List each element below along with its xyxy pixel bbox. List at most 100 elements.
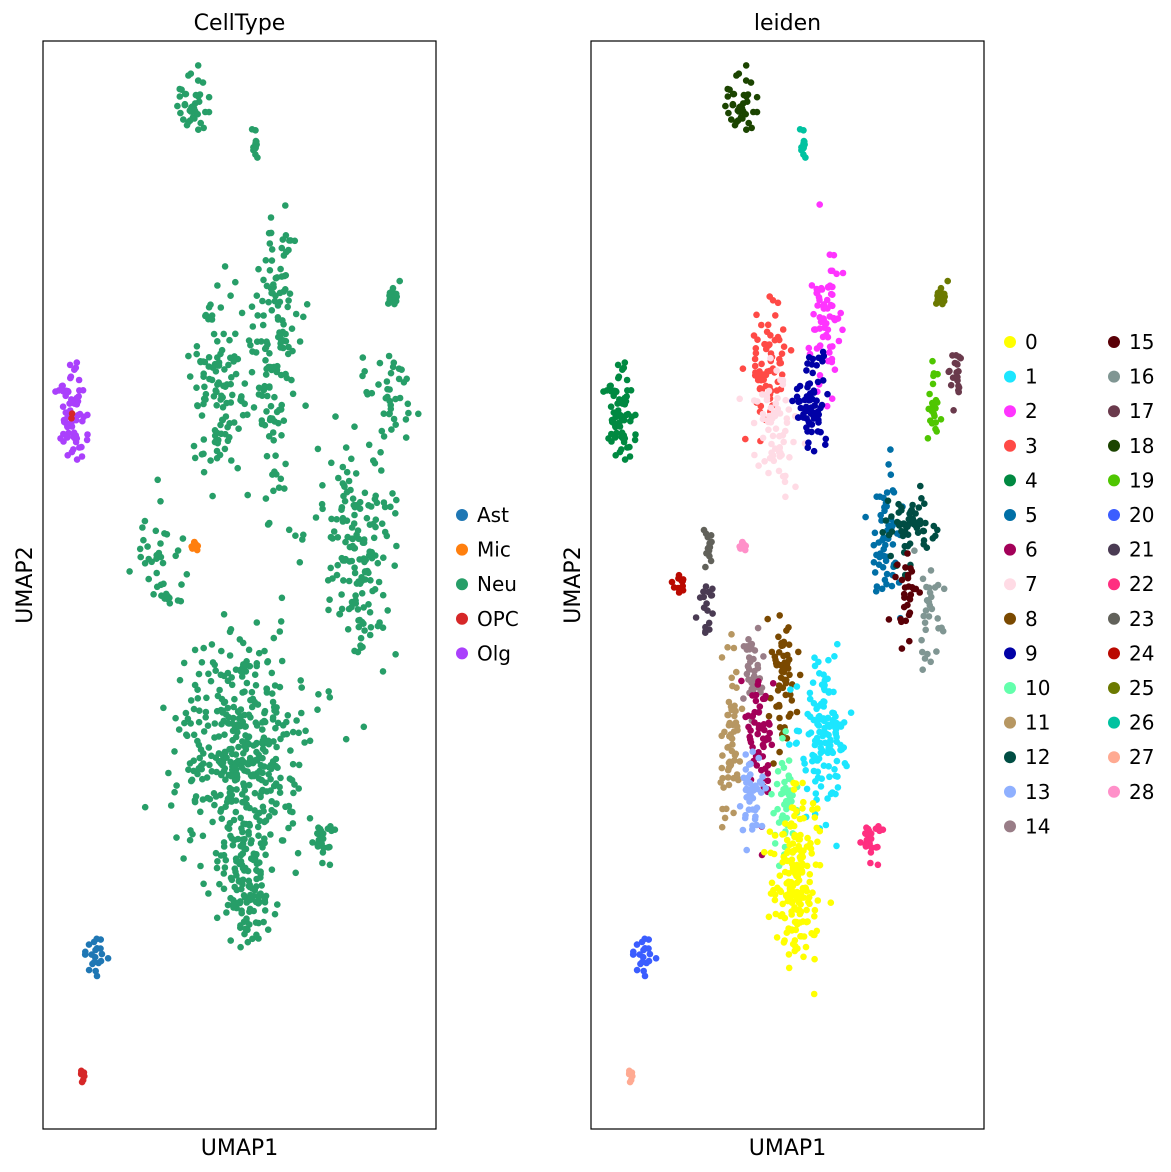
data-point <box>190 442 198 450</box>
data-point <box>902 617 910 625</box>
data-point <box>897 615 904 623</box>
data-point <box>732 719 740 726</box>
data-point <box>262 357 269 364</box>
data-point <box>185 766 192 773</box>
data-point <box>815 419 822 426</box>
data-point <box>816 201 823 208</box>
data-point <box>260 312 267 319</box>
data-point <box>353 531 360 539</box>
data-point <box>261 709 268 717</box>
data-point <box>898 507 905 514</box>
data-point <box>798 867 806 875</box>
data-point <box>282 460 289 468</box>
data-point <box>187 70 195 77</box>
data-point <box>871 529 879 537</box>
data-point <box>760 653 767 660</box>
data-point <box>224 824 231 831</box>
data-point <box>776 714 783 722</box>
data-point <box>819 348 827 356</box>
data-point <box>806 900 813 908</box>
data-point <box>906 596 914 603</box>
data-point <box>378 467 385 474</box>
data-point <box>728 631 735 638</box>
cluster-0 <box>761 779 835 998</box>
data-point <box>817 744 825 752</box>
data-point <box>342 735 350 743</box>
data-point <box>740 643 748 650</box>
data-point <box>171 788 178 796</box>
data-point <box>751 355 759 363</box>
data-point <box>141 803 149 811</box>
data-point <box>752 345 760 352</box>
data-point <box>249 323 257 330</box>
data-point <box>303 301 311 308</box>
data-point <box>190 767 197 775</box>
data-point <box>725 109 732 117</box>
data-point <box>218 346 226 354</box>
data-point <box>922 607 930 614</box>
data-point <box>211 720 219 727</box>
data-point <box>932 396 940 404</box>
data-point <box>250 885 258 892</box>
data-point <box>743 779 750 786</box>
data-point <box>213 402 220 409</box>
data-point <box>73 435 81 442</box>
legend-item: 0 <box>1004 330 1038 354</box>
data-point <box>195 126 202 133</box>
data-point <box>919 575 927 583</box>
legend-label: Neu <box>477 572 517 596</box>
data-point <box>825 763 832 770</box>
data-point <box>287 747 294 754</box>
data-point <box>613 411 621 419</box>
data-point <box>829 716 837 724</box>
data-point <box>400 379 408 386</box>
data-point <box>157 498 164 505</box>
data-point <box>745 654 753 661</box>
data-point <box>240 892 248 899</box>
cluster-23 <box>700 526 715 571</box>
data-point <box>232 278 239 286</box>
cluster-4 <box>600 359 639 463</box>
data-point <box>773 934 781 941</box>
data-point <box>623 376 631 384</box>
data-point <box>194 62 202 69</box>
data-point <box>827 790 835 798</box>
data-point <box>621 435 629 442</box>
data-point <box>614 361 622 369</box>
data-point <box>887 552 894 560</box>
data-point <box>145 575 152 583</box>
data-point <box>790 779 797 787</box>
data-point <box>319 482 326 489</box>
data-point <box>803 407 811 415</box>
data-point <box>219 416 227 424</box>
cluster-14 <box>740 624 773 743</box>
data-point <box>262 344 270 352</box>
data-point <box>268 866 276 873</box>
data-point <box>361 368 369 375</box>
data-point <box>268 690 276 697</box>
cluster-3 <box>739 293 795 445</box>
data-point <box>370 534 378 542</box>
data-point <box>217 396 224 403</box>
data-point <box>827 899 835 906</box>
data-point <box>360 539 368 546</box>
data-point <box>776 410 784 417</box>
data-point <box>342 538 349 546</box>
data-point <box>78 1078 86 1086</box>
data-point <box>255 384 263 392</box>
data-point <box>768 790 775 798</box>
data-point <box>917 482 924 490</box>
data-point <box>186 373 194 380</box>
data-point <box>767 890 775 897</box>
data-point <box>702 629 709 636</box>
plot-frame <box>42 40 437 1130</box>
data-point <box>348 557 356 565</box>
data-point <box>277 774 284 782</box>
data-point <box>270 738 277 745</box>
data-point <box>272 755 280 763</box>
data-point <box>137 553 144 561</box>
data-point <box>351 544 359 552</box>
data-point <box>826 349 833 356</box>
data-point <box>916 589 923 596</box>
data-point <box>823 296 831 304</box>
